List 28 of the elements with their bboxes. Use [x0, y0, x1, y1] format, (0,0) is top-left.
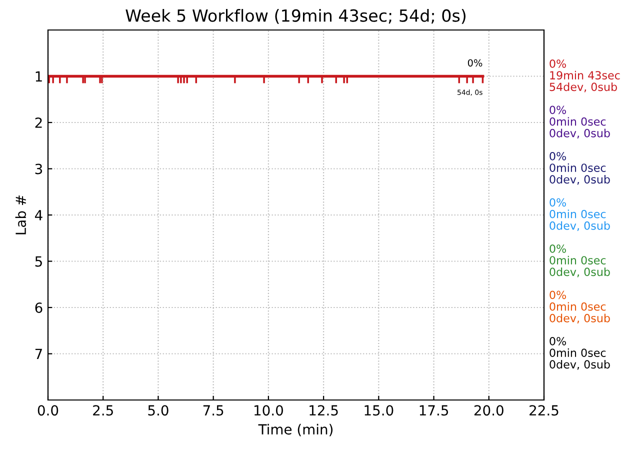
x-tick-label: 10.0	[254, 405, 283, 416]
x-tick-label: 7.5	[203, 405, 224, 416]
x-tick-label: 20.0	[474, 405, 504, 416]
x-axis-title: Time (min)	[258, 424, 333, 436]
x-tick-label: 22.5	[530, 405, 558, 416]
y-tick-label: 7	[35, 348, 42, 360]
y-tick-label: 5	[35, 256, 42, 267]
legend-label: 0% 0min 0sec 0dev, 0sub	[550, 244, 610, 278]
y-axis-title: Lab #	[15, 196, 26, 234]
y-tick-label: 4	[34, 210, 42, 220]
legend-label: 0% 0min 0sec 0dev, 0sub	[550, 290, 610, 324]
y-tick-label: 3	[35, 164, 42, 174]
x-tick-label: 0.0	[38, 405, 58, 416]
legend-label: 0% 0min 0sec 0dev, 0sub	[550, 106, 610, 138]
x-tick-label: 12.5	[310, 405, 338, 416]
y-tick-label: 1	[36, 71, 42, 82]
y-tick-label: 6	[35, 302, 42, 313]
x-tick-label: 17.5	[420, 405, 448, 416]
chart-title: Week 5 Workflow (19min 43sec; 54d; 0s)	[126, 9, 466, 24]
x-tick-label: 5.0	[148, 405, 168, 416]
x-tick-label: 15.0	[364, 405, 394, 416]
x-tick-label: 2.5	[93, 405, 113, 416]
legend-label: 0% 0min 0sec 0dev, 0sub	[550, 152, 610, 185]
annotation: 0%	[468, 59, 482, 67]
legend-label: 0% 0min 0sec 0dev, 0sub	[550, 198, 610, 231]
legend-label: 0% 0min 0sec 0dev, 0sub	[550, 336, 610, 370]
y-tick-label: 2	[35, 117, 42, 128]
text: 0% 19min 43sec 54dev, 0sub	[550, 59, 620, 92]
